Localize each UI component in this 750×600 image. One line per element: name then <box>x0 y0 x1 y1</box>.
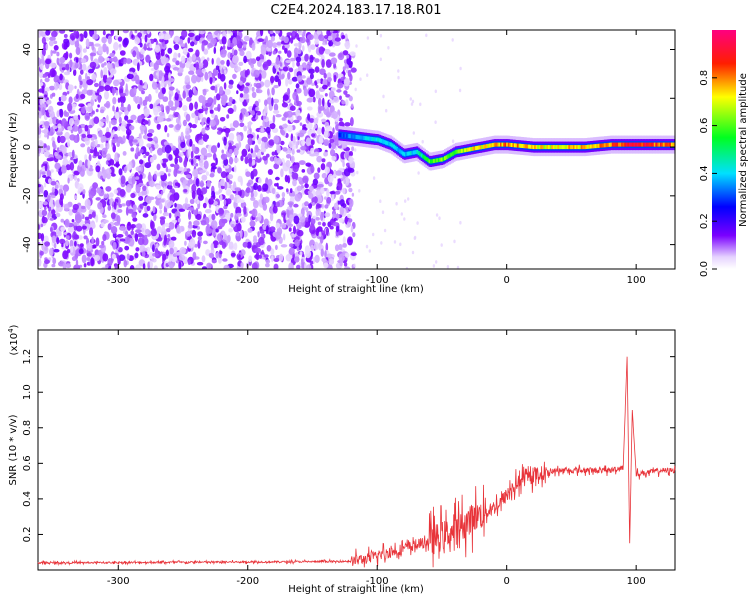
colorbar-tick-label: 0.2 <box>699 213 710 229</box>
y-tick-label: 20 <box>22 92 33 105</box>
spectrogram-y-axis-label: Frequency (Hz) <box>8 112 19 188</box>
y-tick-label: 0.8 <box>22 420 33 436</box>
y-tick-label: 1.2 <box>22 349 33 365</box>
x-tick-label: 0 <box>503 576 509 587</box>
y-tick-label: 1.0 <box>22 384 33 400</box>
snr-x-axis-label: Height of straight line (km) <box>288 584 424 595</box>
spectrogram-x-axis-label: Height of straight line (km) <box>288 284 424 295</box>
x-tick-label: -100 <box>366 275 389 286</box>
x-tick-label: -300 <box>107 275 130 286</box>
y-tick-label: 0 <box>22 144 33 150</box>
y-tick-label: 0.4 <box>22 491 33 507</box>
chart-title: C2E4.2024.183.17.18.R01 <box>270 3 441 18</box>
spectrogram-image <box>38 30 675 269</box>
colorbar-label: Normalized spectral amplitude <box>738 73 749 227</box>
colorbar-gradient <box>712 30 736 269</box>
colorbar-ticks: 0.0 0.2 0.4 0.6 0.8 <box>699 70 717 277</box>
spectrogram-y-ticks: -40 -20 0 20 40 <box>22 43 675 253</box>
spectrogram-speckle <box>38 30 675 269</box>
colorbar: 0.0 0.2 0.4 0.6 0.8 Normalized spectral ampl… <box>699 30 749 277</box>
colorbar-tick-label: 0.0 <box>699 261 710 277</box>
x-tick-label: -200 <box>236 275 259 286</box>
colorbar-tick-label: 0.8 <box>699 70 710 86</box>
spectrogram-x-ticks: -300 -200 -100 0 100 <box>107 30 646 286</box>
snr-multiplier: (x104) <box>7 324 20 355</box>
snr-frame <box>37 329 676 571</box>
x-tick-label: 100 <box>627 275 646 286</box>
y-tick-label: 0.6 <box>22 455 33 471</box>
y-tick-label: -40 <box>22 236 33 252</box>
x-tick-label: -200 <box>236 576 259 587</box>
x-tick-label: 0 <box>503 275 509 286</box>
y-tick-label: -20 <box>22 188 33 204</box>
colorbar-tick-label: 0.4 <box>699 165 710 181</box>
snr-panel: -300 -200 -100 0 100 0.2 0.4 0.6 0.8 1.0 1.2 Heig… <box>7 324 676 595</box>
snr-y-ticks: 0.2 0.4 0.6 0.8 1.0 1.2 <box>22 349 675 542</box>
y-tick-label: 40 <box>22 43 33 56</box>
spectrogram-ridge <box>338 125 675 171</box>
x-tick-label: -100 <box>366 576 389 587</box>
colorbar-tick-label: 0.6 <box>699 118 710 134</box>
snr-series-line <box>37 356 676 568</box>
x-tick-label: 100 <box>627 576 646 587</box>
x-tick-label: -300 <box>107 576 130 587</box>
snr-y-axis-label: SNR (10 * v/v) <box>8 414 19 485</box>
y-tick-label: 0.2 <box>22 526 33 542</box>
snr-x-ticks: -300 -200 -100 0 100 <box>107 330 646 587</box>
